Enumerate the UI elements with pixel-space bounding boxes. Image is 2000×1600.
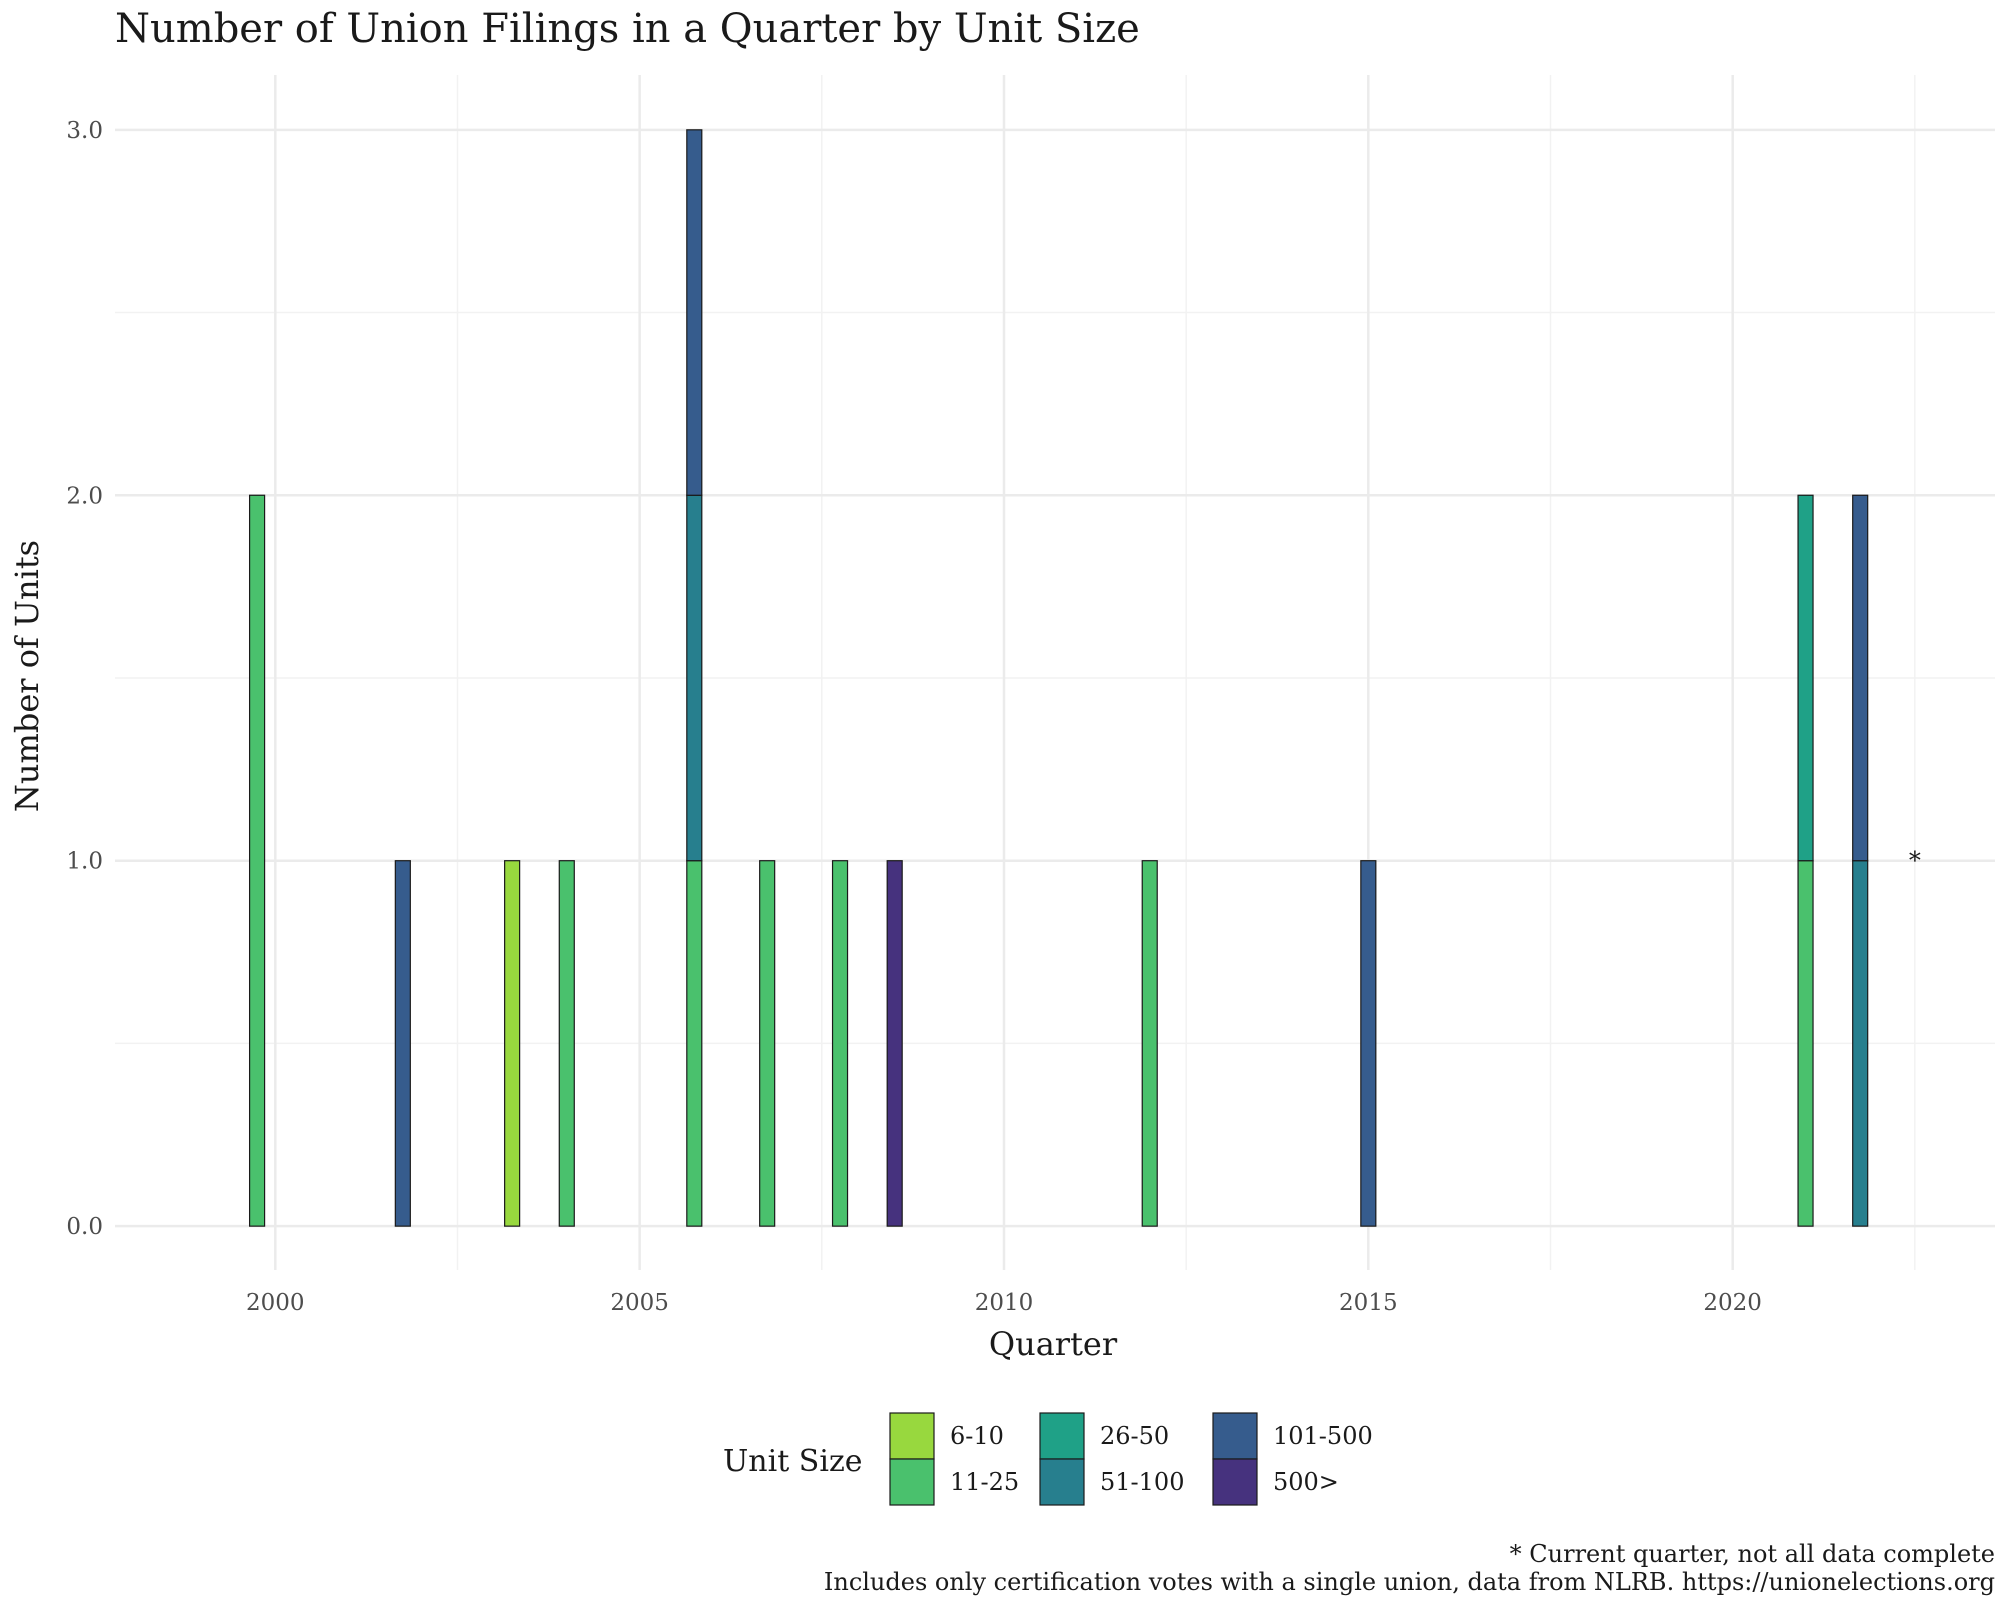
captions: * Current quarter, not all data complete… <box>824 1540 1995 1596</box>
bar-segment: 11-25: 1 <box>1797 860 1814 1227</box>
legend-label: 101-500 <box>1273 1422 1373 1450</box>
caption-line: * Current quarter, not all data complete <box>1510 1540 1995 1568</box>
y-tick-label: 2.0 <box>66 483 103 509</box>
legend-swatch <box>1212 1458 1258 1506</box>
annotations: * <box>1909 847 1921 875</box>
x-tick-label: 2000 <box>246 1290 305 1316</box>
bar-segment: 11-25: 1 <box>686 860 703 1227</box>
bar-segment: 101-500: 1 <box>1360 860 1377 1227</box>
bar-segment: 51-100: 1 <box>686 494 703 862</box>
bar-segment: 11-25: 2 <box>248 494 266 1227</box>
x-tick-label: 2015 <box>1339 1290 1398 1316</box>
legend-title: Unit Size <box>723 1444 863 1479</box>
annotation-asterisk: * <box>1909 847 1921 875</box>
bar-segment: 11-25: 1 <box>558 860 575 1227</box>
legend-swatch <box>889 1458 935 1506</box>
legend-label: 6-10 <box>950 1422 1004 1450</box>
y-tick-label: 1.0 <box>66 849 103 875</box>
y-tick-label: 0.0 <box>66 1214 103 1240</box>
bar-segment: 500>: 1 <box>886 860 903 1227</box>
legend-label: 500> <box>1273 1468 1339 1496</box>
y-tick-label: 3.0 <box>66 118 103 144</box>
y-axis-title: Number of Units <box>8 540 46 812</box>
caption-line: Includes only certification votes with a… <box>824 1568 1995 1596</box>
bar-segment: 11-25: 1 <box>1141 860 1158 1227</box>
chart-title: Number of Union Filings in a Quarter by … <box>115 6 1140 52</box>
bar-segment: 51-100: 1 <box>1852 860 1869 1227</box>
grid <box>115 75 1995 1270</box>
legend: Unit Size 6-10 11-25 26-50 51-100 101-500 500… <box>723 1412 1373 1506</box>
legend-swatch <box>1039 1412 1085 1460</box>
bar-segment: 101-500: 1 <box>394 860 411 1227</box>
bar-segment: 26-50: 1 <box>1797 494 1814 862</box>
legend-swatch <box>889 1412 935 1460</box>
bar-segment: 101-500: 1 <box>1852 494 1869 862</box>
legend-swatch <box>1039 1458 1085 1506</box>
legend-label: 11-25 <box>950 1468 1019 1496</box>
bar-segment: 11-25: 1 <box>759 860 776 1227</box>
x-tick-label: 2005 <box>610 1290 669 1316</box>
y-axis-ticks: 0.0 1.0 2.0 3.0 <box>66 118 103 1240</box>
bars: 11-25: 2 101-500: 1 6-10: 1 11-25: 1 11-25: … <box>248 129 1869 1227</box>
x-axis-ticks: 2000 2005 2010 2015 2020 <box>246 1290 1762 1316</box>
bar-segment: 6-10: 1 <box>504 860 521 1227</box>
legend-swatch <box>1212 1412 1258 1460</box>
bar-segment: 11-25: 1 <box>831 860 849 1227</box>
x-tick-label: 2020 <box>1703 1290 1762 1316</box>
x-axis-title: Quarter <box>989 1325 1118 1363</box>
legend-label: 26-50 <box>1100 1422 1169 1450</box>
legend-label: 51-100 <box>1100 1468 1184 1496</box>
bar-segment: 101-500: 1 <box>686 129 703 496</box>
x-tick-label: 2010 <box>975 1290 1034 1316</box>
